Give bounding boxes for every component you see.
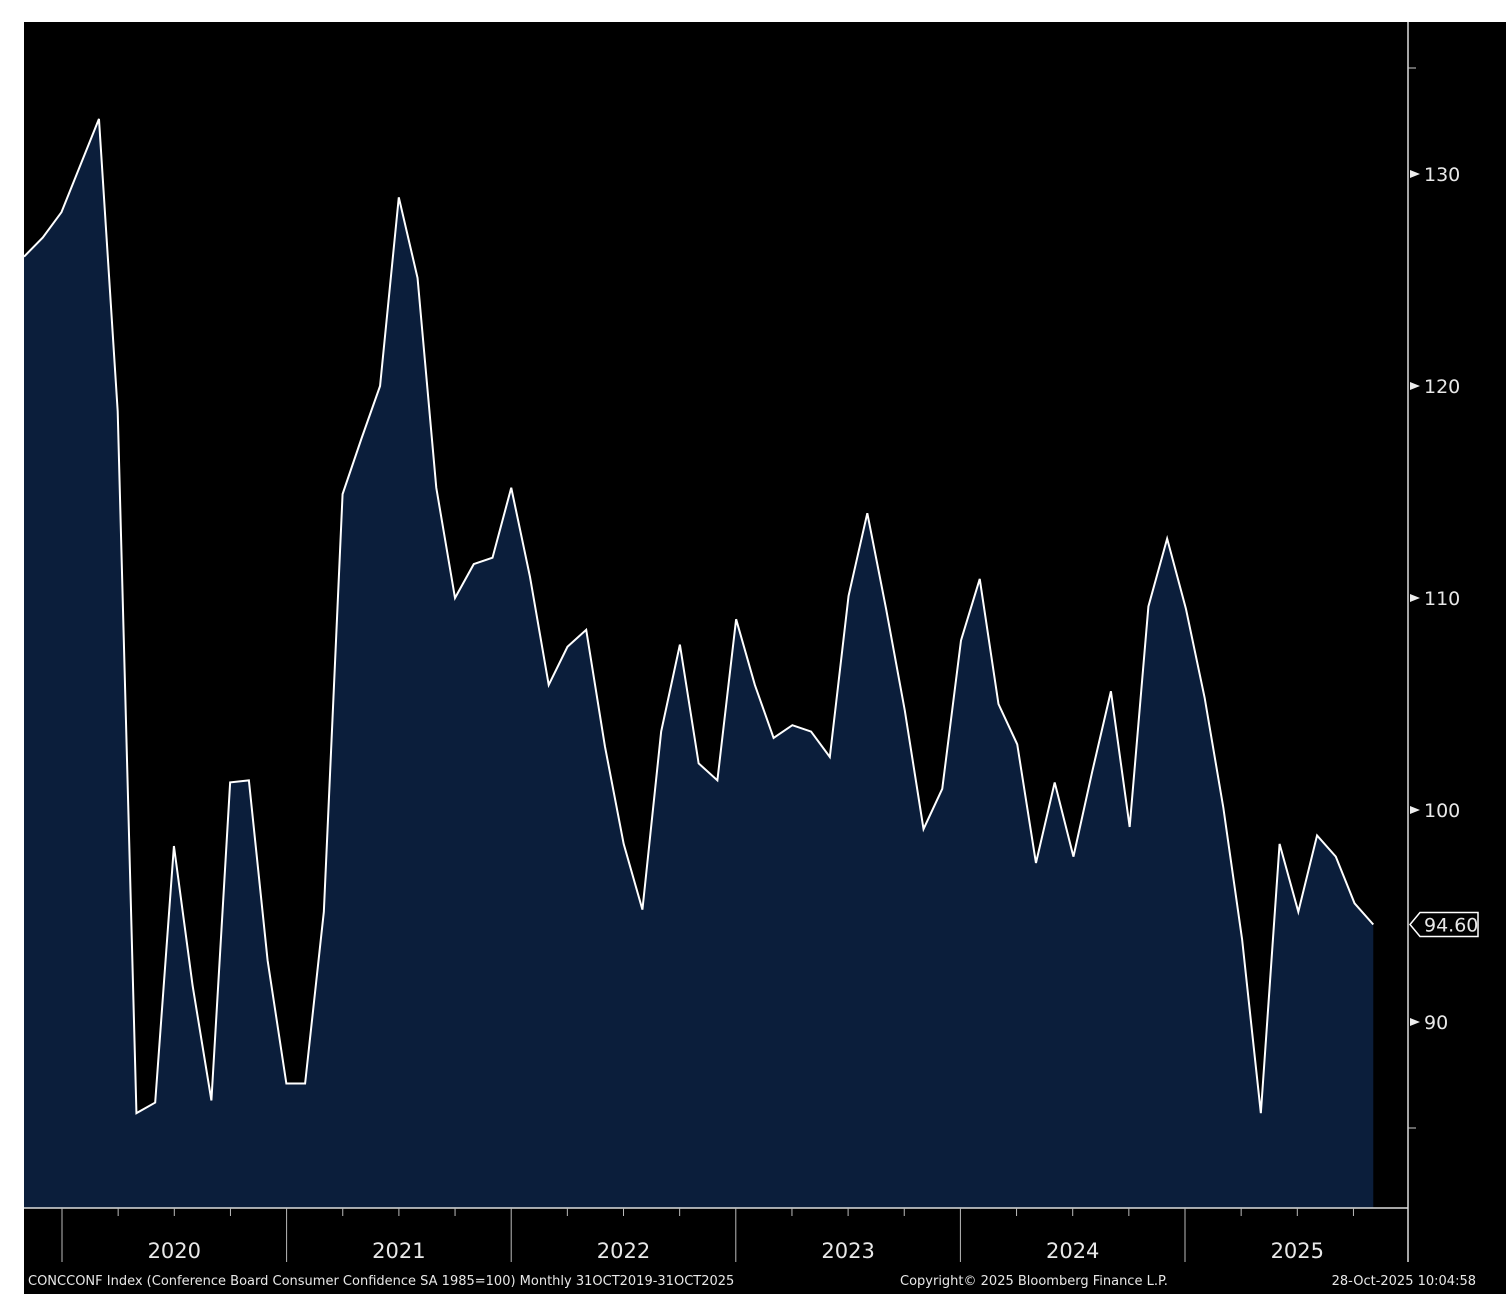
y-tick-marker — [1410, 382, 1420, 390]
x-tick-label: 2021 — [372, 1239, 425, 1263]
footer-timestamp: 28-Oct-2025 10:04:58 — [1332, 1274, 1476, 1289]
series-area — [24, 118, 1374, 1208]
y-tick-label: 90 — [1424, 1012, 1448, 1034]
y-tick-marker — [1410, 1018, 1420, 1026]
x-tick-label: 2025 — [1271, 1239, 1324, 1263]
footer-copyright: Copyright© 2025 Bloomberg Finance L.P. — [900, 1274, 1168, 1289]
y-tick-marker — [1410, 594, 1420, 602]
x-tick-label: 2023 — [821, 1239, 874, 1263]
y-tick-label: 120 — [1424, 376, 1460, 398]
y-tick-marker — [1410, 170, 1420, 178]
x-tick-label: 2022 — [597, 1239, 650, 1263]
last-value-label: 94.60 — [1424, 914, 1478, 936]
y-tick-label: 110 — [1424, 588, 1460, 610]
y-tick-marker — [1410, 806, 1420, 814]
last-value-tag: 94.60 — [1409, 911, 1479, 938]
y-tick-label: 130 — [1424, 164, 1460, 186]
x-tick-label: 2024 — [1046, 1239, 1099, 1263]
y-tick-label: 100 — [1424, 800, 1460, 822]
x-tick-label: 2020 — [148, 1239, 201, 1263]
series-line — [23, 118, 1375, 1115]
footer-description: CONCCONF Index (Conference Board Consume… — [28, 1274, 734, 1289]
